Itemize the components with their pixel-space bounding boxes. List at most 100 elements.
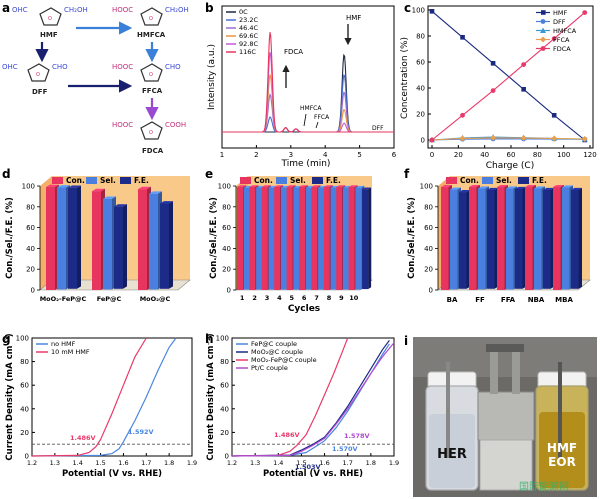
cell-her: HER xyxy=(425,362,479,491)
ytick-label: 80 xyxy=(20,358,29,366)
xtick-label: 1.4 xyxy=(273,459,283,467)
legend-label: MoO₂-FeP@C couple xyxy=(251,356,317,364)
category-label: NBA xyxy=(528,296,545,304)
ytick-label: 0 xyxy=(25,453,29,461)
group-ch2oh-hmfca: CH₂OH xyxy=(165,6,189,14)
xtick-label-b: 4 xyxy=(323,151,328,159)
xlabel: Potential (V vs. RHE) xyxy=(263,469,363,479)
bar-Sel. xyxy=(280,187,287,290)
bar-top xyxy=(318,185,328,188)
legend-label: Con. xyxy=(66,176,85,185)
molecule-ffca: O HOOC CHO FFCA xyxy=(112,63,181,95)
category-label: 8 xyxy=(327,294,332,302)
legend-label: 10 mM HMF xyxy=(51,348,90,356)
panel-letter-a: a xyxy=(2,1,10,15)
xtick-label: 1.7 xyxy=(343,459,353,467)
legend-label-c: FDCA xyxy=(553,45,571,53)
bar-top xyxy=(160,201,173,204)
legend-label-b: 92.8C xyxy=(239,40,258,48)
trace-92.8C xyxy=(222,52,394,133)
bar-top xyxy=(57,185,70,188)
bar-Con. xyxy=(323,187,330,290)
bar-top xyxy=(487,187,498,190)
ytick-label: 40 xyxy=(220,405,229,413)
bar-top xyxy=(450,187,461,190)
bar-Con. xyxy=(553,187,561,290)
bar-F.E. xyxy=(114,206,123,289)
panel-letter-f: f xyxy=(404,167,410,181)
bar-top xyxy=(46,184,59,188)
xtick-label: 1.5 xyxy=(95,459,105,467)
molecule-hmf: O OHC CH₂OH HMF xyxy=(12,6,88,39)
panel-letter-h: h xyxy=(205,332,214,346)
ytick-label: 40 xyxy=(222,245,231,253)
group-hooc: HOOC xyxy=(112,6,133,14)
point-FFCA xyxy=(581,135,588,142)
plot-c: 0 20 40 60 80 100 120 0 20 40 60 80 100 HMFDFFHMFCAFF… xyxy=(412,7,597,160)
group-cho-dff: CHO xyxy=(52,63,68,71)
panel-h: h 1.2 1.3 1.4 1.5 1.6 1.7 1.8 1.9 0 20 40 60 80 100 Pot… xyxy=(205,332,399,479)
legend-marker-c xyxy=(540,36,546,43)
point-FDCA xyxy=(521,62,527,67)
label-dff: DFF xyxy=(32,88,48,96)
xtick-label-c: 100 xyxy=(557,151,570,159)
molecule-hmfca: O HOOC CH₂OH HMFCA xyxy=(112,6,189,39)
pointer-ffca xyxy=(315,121,319,129)
panel-letter-b: b xyxy=(205,1,214,15)
bar-top xyxy=(138,186,151,190)
label-hmfca: HMFCA xyxy=(137,31,166,39)
group-ohc-dff: OHC xyxy=(2,63,18,71)
xtick-label: 1.4 xyxy=(73,459,83,467)
legend-swatch xyxy=(120,177,131,184)
legend-label: F.E. xyxy=(532,176,547,185)
ytick-label: 80 xyxy=(222,203,231,211)
legend-marker-c xyxy=(540,46,546,51)
bar-side xyxy=(368,187,372,290)
label-dff-b: DFF xyxy=(372,125,384,132)
panel-letter-e: e xyxy=(205,167,213,181)
ytick-label: 100 xyxy=(16,335,29,343)
category-label: 5 xyxy=(290,294,295,302)
bar-Con. xyxy=(336,187,343,290)
legend-swatch xyxy=(482,177,493,184)
xtick-label-c: 20 xyxy=(454,151,463,159)
ylabel: Current Density (mA cm⁻²) xyxy=(5,333,15,460)
bar-Sel. xyxy=(305,187,312,290)
category-label: FeP@C xyxy=(97,295,122,303)
ytick-label: 100 xyxy=(420,183,433,191)
xtick-label-b: 5 xyxy=(357,151,361,159)
xtick-label-b: 1 xyxy=(220,151,224,159)
bar-top xyxy=(506,186,517,189)
label-ffca-b: FFCA xyxy=(314,114,330,121)
xtick-label: 1.9 xyxy=(389,459,399,467)
xlabel-b: Time (min) xyxy=(281,159,331,169)
ytick-label-c: 20 xyxy=(416,111,425,119)
xtick-label: 1.2 xyxy=(27,459,37,467)
label-hmf-b: HMF xyxy=(346,14,361,22)
ytick-label: 0 xyxy=(31,287,35,295)
legend-label-b: 69.6C xyxy=(239,32,258,40)
category-label: 2 xyxy=(252,294,257,302)
category-label: 9 xyxy=(339,294,344,302)
bar-Sel. xyxy=(450,189,458,290)
svg-text:O: O xyxy=(48,16,52,22)
xtick-label: 1.6 xyxy=(118,459,128,467)
group-hooc-ffca: HOOC xyxy=(112,63,133,71)
bar-top xyxy=(103,196,116,199)
category-label: MBA xyxy=(555,296,573,304)
bar-Con. xyxy=(299,187,305,290)
panel-e: e 0 20 40 60 80 100 Con./Sel./F.E. (%) 1 2 3 4 5 6 7 8 9… xyxy=(205,167,373,314)
ytick-label: 0 xyxy=(429,287,433,295)
category-label: BA xyxy=(447,296,458,304)
panel-letter-c: c xyxy=(404,1,411,15)
bar-Con. xyxy=(286,187,293,290)
panel-c: c 0 20 40 60 80 100 120 0 20 40 60 80 100 HMFDFFHMFCA… xyxy=(400,1,597,171)
ylabel: Con./Sel./F.E. (%) xyxy=(5,197,15,279)
point-FFCA xyxy=(490,134,497,141)
series-DFF xyxy=(431,138,585,141)
ylabel: Con./Sel./F.E. (%) xyxy=(209,197,219,279)
xtick-label: 1.6 xyxy=(319,459,329,467)
panel-i: i HER HMF EOR 国际能源网 xyxy=(404,334,597,497)
ytick-label: 60 xyxy=(26,224,35,232)
bar-F.E. xyxy=(487,190,495,289)
